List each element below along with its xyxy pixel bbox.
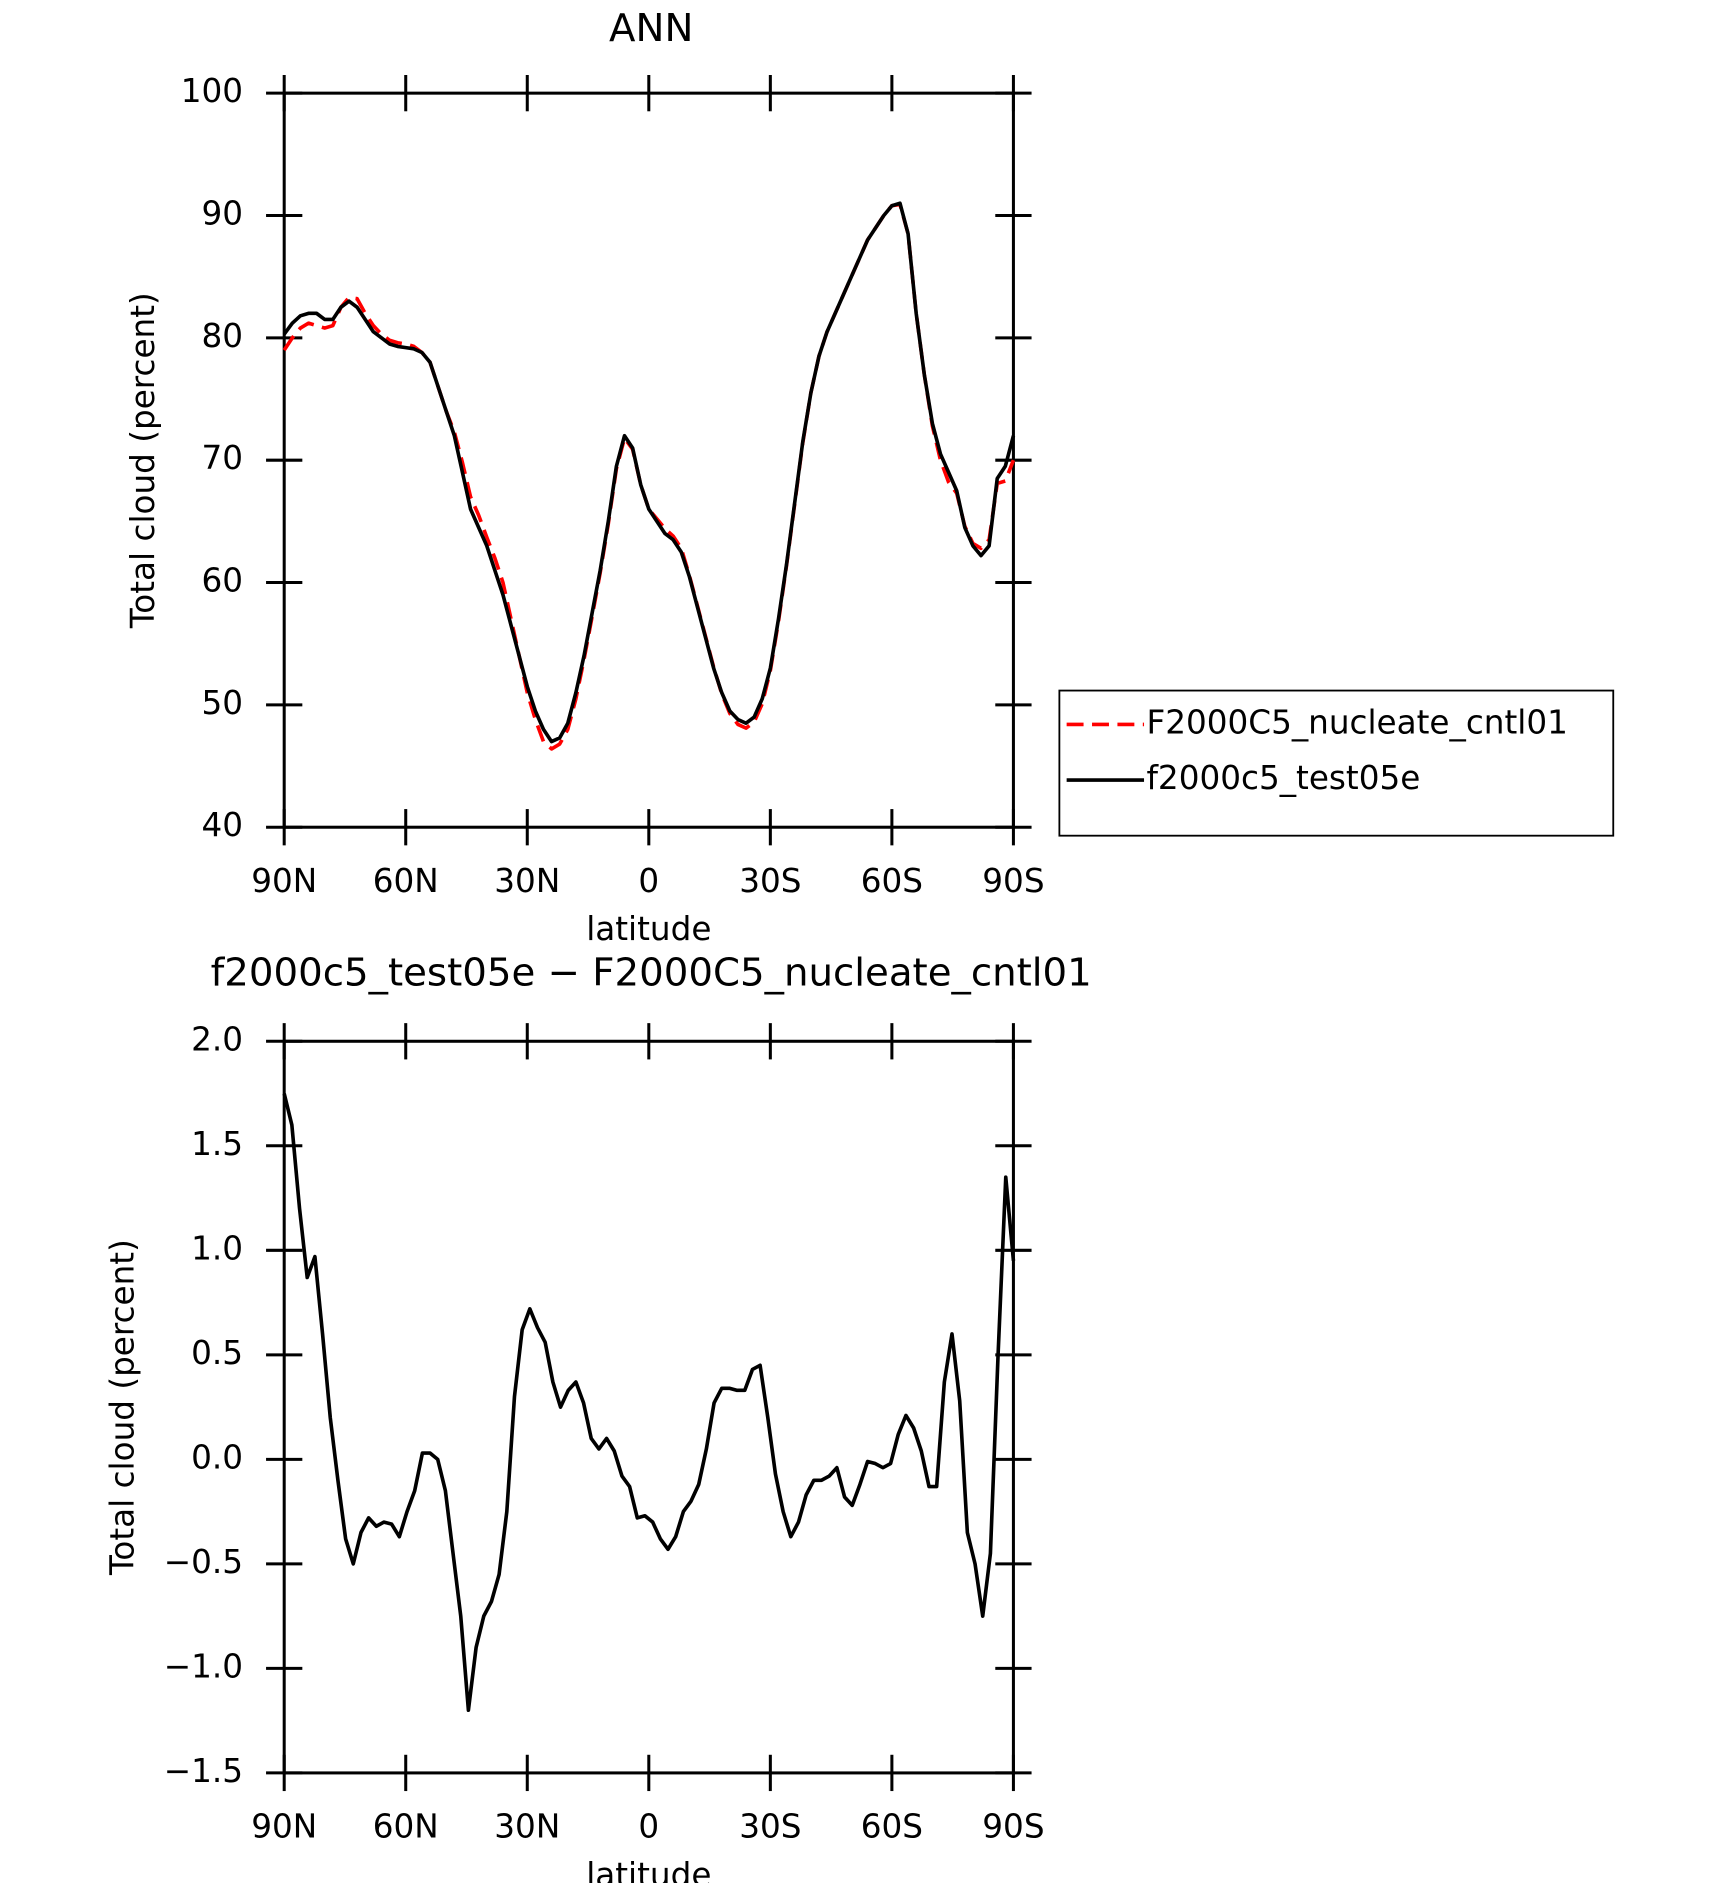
- y-tick-label: 1.0: [191, 1229, 243, 1267]
- x-tick-label: 60N: [373, 862, 439, 900]
- x-tick-label: 30S: [739, 862, 801, 900]
- x-tick-label: 30S: [739, 1808, 801, 1846]
- y-tick-label: 1.5: [191, 1125, 243, 1163]
- chart-title: f2000c5_test05e − F2000C5_nucleate_cntl0…: [211, 950, 1092, 995]
- y-tick-label: 0.0: [191, 1438, 243, 1476]
- y-axis-label: Total cloud (percent): [124, 292, 162, 629]
- y-tick-label: 2.0: [191, 1020, 243, 1058]
- y-tick-label: 60: [202, 562, 244, 600]
- plot-frame: [282, 91, 1015, 829]
- chart-title: ANN: [609, 6, 693, 51]
- x-tick-label: 90S: [982, 862, 1044, 900]
- data-line: [282, 202, 1016, 751]
- x-tick-label: 60S: [861, 862, 923, 900]
- plot-frame: [282, 1039, 1015, 1775]
- y-tick-label: −1.0: [164, 1647, 243, 1685]
- x-tick-label: 60N: [373, 1808, 439, 1846]
- y-tick-label: 50: [202, 684, 244, 722]
- y-tick-label: 100: [181, 72, 243, 110]
- x-tick-label: 30N: [494, 862, 560, 900]
- x-tick-label: 90S: [982, 1808, 1044, 1846]
- x-tick-label: 60S: [861, 1808, 923, 1846]
- x-axis-label: latitude: [586, 910, 711, 948]
- legend-label: F2000C5_nucleate_cntl01: [1146, 703, 1567, 741]
- x-tick-label: 0: [638, 1808, 659, 1846]
- legend-box: [1058, 689, 1615, 837]
- x-axis-label: latitude: [586, 1856, 711, 1883]
- y-tick-label: 0.5: [191, 1334, 243, 1372]
- x-tick-label: 90N: [251, 862, 317, 900]
- y-axis-label: Total cloud (percent): [104, 1239, 142, 1576]
- data-line: [282, 1093, 1016, 1713]
- y-tick-label: 40: [202, 806, 244, 844]
- x-tick-label: 90N: [251, 1808, 317, 1846]
- y-tick-label: −1.5: [164, 1752, 243, 1790]
- y-tick-label: 90: [202, 194, 244, 232]
- y-tick-label: 70: [202, 439, 244, 477]
- x-tick-label: 30N: [494, 1808, 560, 1846]
- data-line: [282, 201, 1016, 744]
- x-tick-label: 0: [638, 862, 659, 900]
- legend-label: f2000c5_test05e: [1146, 759, 1420, 797]
- y-tick-label: −0.5: [164, 1543, 243, 1581]
- y-tick-label: 80: [202, 317, 244, 355]
